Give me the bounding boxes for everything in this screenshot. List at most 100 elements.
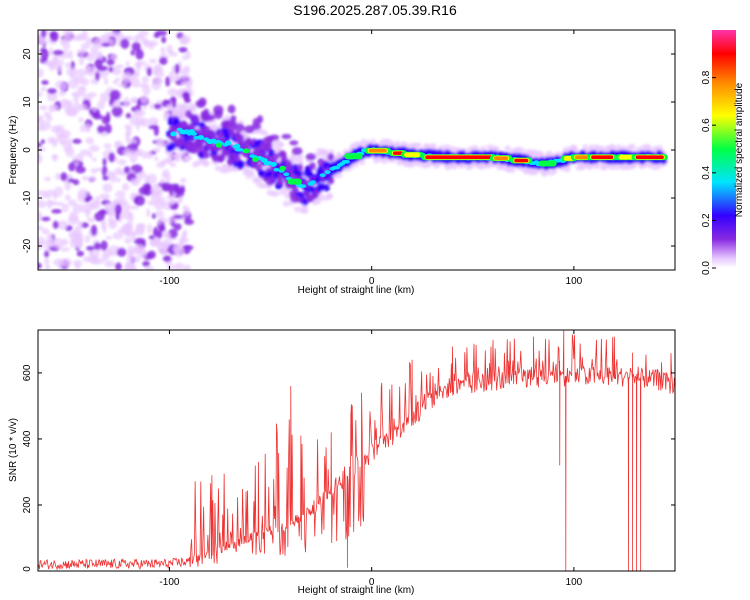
noise-blob <box>81 175 90 181</box>
noise-blob <box>41 228 50 235</box>
ridge-core-red <box>494 156 509 160</box>
noise-blob <box>169 161 177 168</box>
ridge-early-blob <box>224 140 232 146</box>
ridge-core-red <box>635 155 664 159</box>
ridge-cyan <box>344 159 350 164</box>
noise-blob <box>167 216 172 226</box>
ridge-blob <box>168 125 177 132</box>
noise-blob <box>103 143 112 149</box>
ridge-halo <box>429 143 437 150</box>
ridge-blob <box>281 133 292 140</box>
noise-blob <box>123 96 130 108</box>
noise-blob <box>45 264 51 270</box>
ridge-blob <box>182 124 192 131</box>
ridge-halo <box>358 159 366 166</box>
noise-blob <box>111 102 122 108</box>
ridge-blob <box>211 155 222 162</box>
noise-blob <box>153 32 160 39</box>
noise-blob <box>112 231 124 240</box>
noise-blob <box>130 192 136 202</box>
noise-blob <box>59 82 67 90</box>
ridge-core-yellow <box>618 154 635 160</box>
noise-blob <box>51 209 63 214</box>
noise-blob <box>73 93 80 104</box>
colorbar-ticks: 0.0 0.2 0.4 0.6 0.8 <box>701 70 716 275</box>
colorbar-tick-label: 0.2 <box>701 213 712 227</box>
ridge-early-blob <box>252 157 259 162</box>
noise-blob <box>40 139 46 145</box>
noise-blob <box>97 125 106 134</box>
snr-series-line <box>38 330 675 571</box>
ridge-blob <box>198 97 207 107</box>
noise-blob <box>67 199 77 207</box>
noise-blob <box>41 30 47 38</box>
ridge-halo <box>493 145 500 152</box>
noise-blob <box>104 260 116 268</box>
noise-blob <box>159 159 166 166</box>
noise-blob <box>89 250 100 258</box>
spectrogram-y-tick-label: -20 <box>22 238 33 253</box>
snr-x-tick-label: 100 <box>566 577 583 588</box>
noise-blob <box>130 49 135 56</box>
ridge-halo <box>551 167 558 174</box>
noise-blob <box>57 220 69 230</box>
noise-blob <box>65 110 78 117</box>
noise-blob <box>47 88 57 94</box>
ridge-blob <box>183 140 195 147</box>
noise-blob <box>184 219 195 225</box>
noise-blob <box>64 181 72 191</box>
ridge-blob <box>189 145 196 154</box>
ridge-halo <box>318 194 325 201</box>
noise-blob <box>61 203 69 213</box>
noise-blob <box>93 242 101 251</box>
noise-blob <box>44 250 50 258</box>
ridge-body <box>202 150 210 159</box>
noise-blob <box>104 123 112 134</box>
noise-blob <box>163 109 170 119</box>
snr-y-tick-label: 0 <box>22 566 33 572</box>
noise-blob <box>154 79 164 84</box>
noise-blob <box>100 218 107 229</box>
snr-y-label: SNR (10 * v/v) <box>8 418 19 482</box>
noise-blob <box>160 178 165 185</box>
ridge-halo <box>504 145 511 152</box>
noise-blob <box>107 31 120 38</box>
ridge-body <box>309 162 316 171</box>
noise-blob <box>46 91 58 102</box>
noise-blob <box>147 250 156 259</box>
ridge-halo <box>277 141 285 148</box>
noise-blob <box>138 83 149 88</box>
noise-blob <box>116 248 127 257</box>
noise-blob <box>166 232 171 240</box>
noise-blob <box>117 159 127 166</box>
noise-blob <box>101 42 111 47</box>
noise-blob <box>153 103 162 110</box>
colorbar-tick-label: 0.0 <box>701 261 712 275</box>
noise-blob <box>178 47 188 53</box>
noise-blob <box>76 250 85 257</box>
noise-blob <box>73 75 85 84</box>
noise-blob <box>86 245 95 251</box>
noise-blob <box>53 238 65 249</box>
noise-blob <box>104 202 114 213</box>
ridge-blob <box>291 147 303 156</box>
noise-blob <box>54 201 65 206</box>
noise-blob <box>147 223 153 234</box>
ridge-halo <box>628 143 636 150</box>
noise-blob <box>77 188 89 199</box>
noise-blob <box>123 148 133 157</box>
noise-blob <box>125 60 130 67</box>
noise-blob <box>59 39 65 46</box>
noise-blob <box>76 48 87 55</box>
ridge-cyan <box>237 147 244 152</box>
ridge-halo <box>166 150 173 157</box>
noise-blob <box>130 97 139 104</box>
noise-blob <box>168 71 174 79</box>
noise-blob <box>111 68 122 76</box>
ridge-halo <box>203 160 210 167</box>
noise-blob <box>179 195 183 203</box>
noise-blob <box>179 39 188 45</box>
ridge-halo <box>190 105 197 112</box>
ridge-body <box>327 176 335 185</box>
ridge-blob <box>234 123 245 133</box>
